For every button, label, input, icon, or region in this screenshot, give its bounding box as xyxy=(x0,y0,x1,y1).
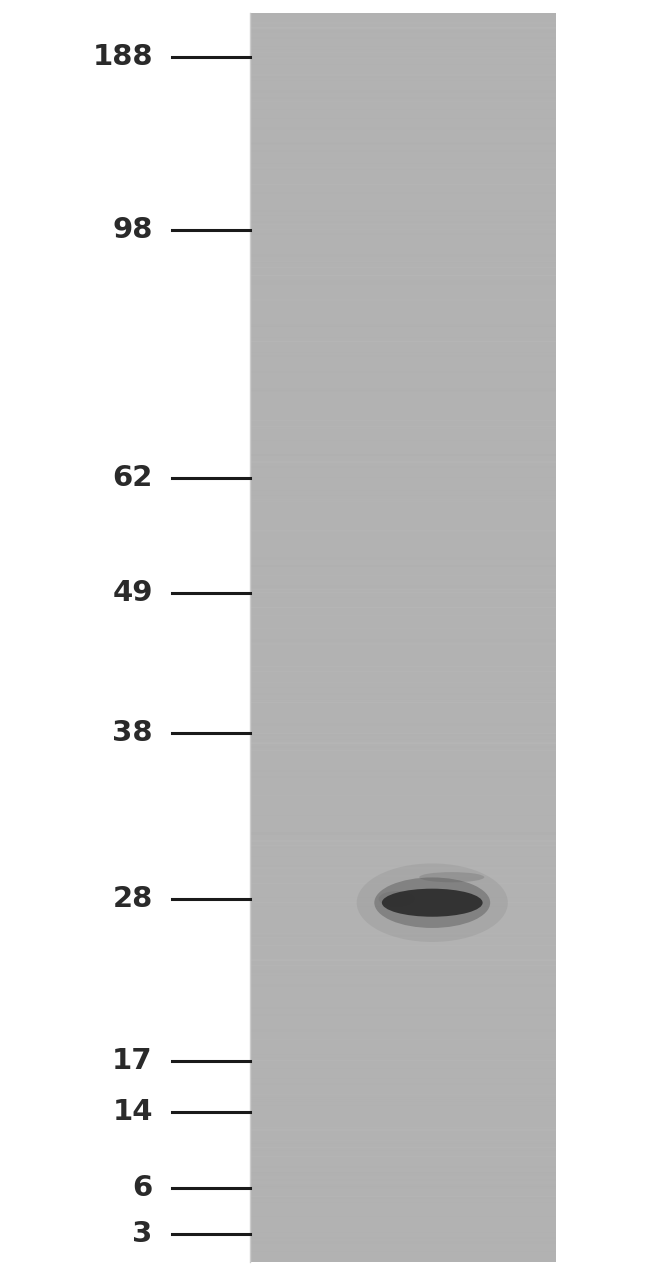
Bar xyxy=(0,0,250,1275)
Text: 49: 49 xyxy=(112,579,153,607)
Ellipse shape xyxy=(374,877,490,928)
Ellipse shape xyxy=(357,863,508,942)
Text: 38: 38 xyxy=(112,719,153,747)
Ellipse shape xyxy=(382,889,482,917)
Ellipse shape xyxy=(419,872,484,882)
Text: 3: 3 xyxy=(133,1220,153,1248)
Bar xyxy=(556,0,650,1275)
Text: 28: 28 xyxy=(112,885,153,913)
Ellipse shape xyxy=(378,891,415,907)
Bar xyxy=(250,13,556,1262)
Text: 6: 6 xyxy=(133,1174,153,1202)
Text: 62: 62 xyxy=(112,464,153,492)
Text: 98: 98 xyxy=(112,215,153,244)
Text: 188: 188 xyxy=(92,43,153,71)
Text: 14: 14 xyxy=(112,1098,153,1126)
Text: 17: 17 xyxy=(112,1047,153,1075)
